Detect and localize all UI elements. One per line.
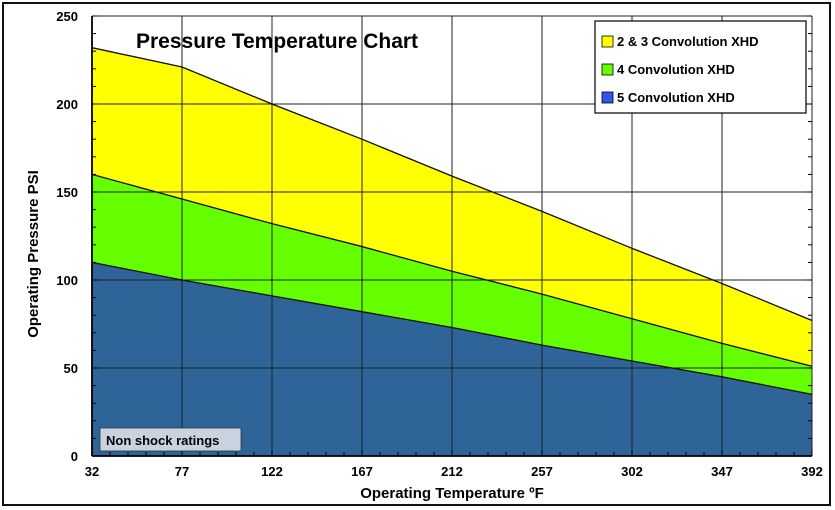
y-tick-label-200: 200 bbox=[56, 97, 78, 112]
legend-label-4-convolution: 4 Convolution XHD bbox=[617, 62, 735, 77]
x-tick-label-347: 347 bbox=[711, 464, 733, 479]
x-tick-label-212: 212 bbox=[441, 464, 463, 479]
y-tick-label-50: 50 bbox=[64, 361, 78, 376]
series-lines bbox=[91, 47, 813, 396]
legend-swatch-green bbox=[601, 63, 614, 76]
y-tick-label-0: 0 bbox=[71, 449, 78, 464]
grid-layer bbox=[92, 15, 813, 456]
y-tick-label-150: 150 bbox=[56, 185, 78, 200]
x-tick-label-122: 122 bbox=[261, 464, 283, 479]
legend-label-5-convolution: 5 Convolution XHD bbox=[617, 90, 735, 105]
annotation-text: Non shock ratings bbox=[106, 433, 219, 448]
legend-swatch-yellow bbox=[601, 35, 614, 48]
y-tick-labels: 0 50 100 150 200 250 bbox=[56, 9, 78, 464]
x-tick-label-167: 167 bbox=[351, 464, 373, 479]
x-tick-label-77: 77 bbox=[175, 464, 189, 479]
legend-box bbox=[594, 20, 807, 114]
y-axis-title: Operating Pressure PSI bbox=[25, 170, 42, 338]
series-line-2 bbox=[91, 173, 813, 367]
x-tick-label-392: 392 bbox=[801, 464, 823, 479]
y-tick-label-100: 100 bbox=[56, 273, 78, 288]
y-tick-label-250: 250 bbox=[56, 9, 78, 24]
x-axis-title: Operating Temperature ºF bbox=[360, 485, 544, 502]
chart-title: Pressure Temperature Chart bbox=[136, 30, 418, 53]
x-tick-label-257: 257 bbox=[531, 464, 553, 479]
annotation: Non shock ratings bbox=[99, 427, 242, 452]
x-tick-label-302: 302 bbox=[621, 464, 643, 479]
legend-swatch-blue bbox=[601, 91, 614, 104]
series-line-1 bbox=[91, 47, 813, 322]
legend-label-2-3-convolution: 2 & 3 Convolution XHD bbox=[617, 34, 759, 49]
series-line-3 bbox=[91, 261, 813, 396]
x-tick-labels: 32 77 122 167 212 257 302 347 392 bbox=[85, 464, 823, 479]
x-tick-label-32: 32 bbox=[85, 464, 99, 479]
annotation-box bbox=[99, 427, 242, 452]
pressure-temperature-chart: Pressure Temperature Chart 2 & 3 Convolu… bbox=[25, 9, 823, 502]
axes-layer bbox=[91, 15, 813, 457]
legend: 2 & 3 Convolution XHD 4 Convolution XHD … bbox=[594, 20, 807, 114]
